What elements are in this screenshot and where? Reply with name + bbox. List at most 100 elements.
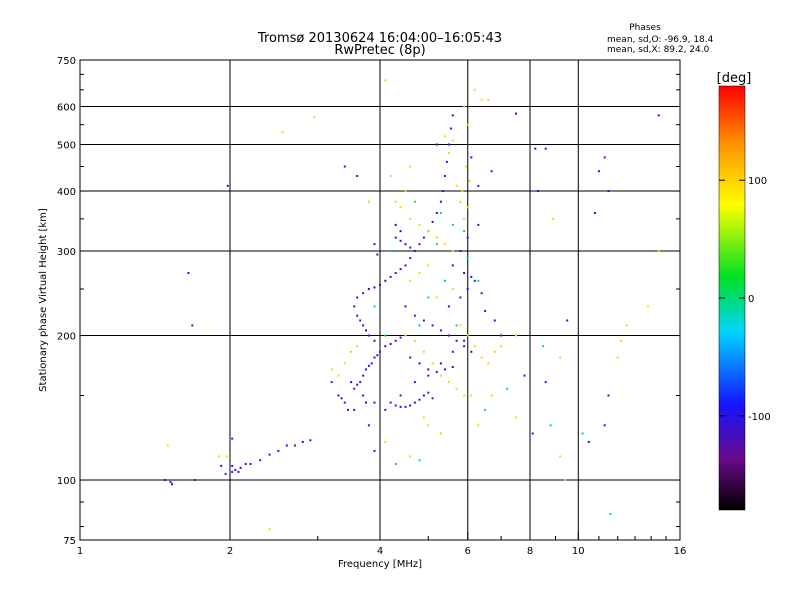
data-point (431, 324, 434, 327)
data-point (544, 147, 547, 150)
data-point (427, 264, 430, 267)
data-point (466, 288, 469, 290)
data-point (451, 250, 454, 252)
data-point (607, 394, 610, 397)
data-point (435, 143, 438, 146)
data-point (455, 387, 458, 390)
data-point (404, 305, 407, 308)
data-point (439, 212, 442, 214)
data-point (350, 350, 353, 353)
data-point (404, 190, 407, 192)
data-point (359, 381, 362, 384)
data-point (647, 305, 649, 308)
data-point (455, 324, 458, 327)
data-point (367, 200, 370, 203)
data-point (418, 243, 421, 246)
data-point (362, 394, 365, 397)
data-point (443, 175, 446, 177)
data-point (566, 319, 569, 322)
data-point (224, 472, 227, 475)
data-point (244, 463, 247, 465)
data-point (439, 362, 442, 365)
data-point (193, 479, 196, 481)
data-point (409, 356, 412, 359)
y-tick-label: 300 (57, 247, 76, 258)
data-point (544, 381, 547, 384)
data-point (451, 288, 454, 290)
data-point (447, 334, 450, 337)
data-point (353, 305, 356, 308)
data-point (549, 424, 552, 427)
data-point (389, 275, 392, 278)
data-point (451, 366, 454, 368)
data-point (431, 220, 434, 223)
data-point (470, 156, 473, 159)
data-point (477, 279, 480, 282)
data-point (463, 105, 466, 108)
data-point (409, 165, 412, 168)
data-point (427, 374, 430, 377)
data-point (389, 343, 392, 345)
data-point (609, 512, 612, 515)
data-point (473, 279, 476, 282)
data-point (281, 131, 284, 134)
data-point (625, 324, 628, 327)
data-point (439, 432, 442, 435)
data-point (399, 394, 402, 397)
data-point (484, 408, 487, 411)
data-point (277, 449, 280, 452)
x-tick-label: 10 (572, 546, 585, 557)
data-point (473, 345, 476, 348)
data-point (353, 408, 356, 411)
data-point (593, 212, 596, 214)
data-point (231, 464, 234, 467)
data-point (373, 449, 376, 452)
data-point (487, 98, 490, 101)
data-point (500, 334, 503, 337)
data-point (447, 143, 450, 146)
data-point (365, 368, 367, 371)
data-point (657, 114, 660, 117)
data-point (487, 362, 490, 365)
data-point (620, 339, 623, 342)
data-point (231, 470, 234, 473)
colorbar-tick-label: 100 (748, 176, 767, 187)
data-point (409, 246, 412, 249)
data-point (409, 404, 412, 407)
data-point (493, 350, 496, 353)
data-point (427, 424, 430, 427)
stats-line-o: mean, sd,O: -96.9, 18.4 (607, 35, 714, 45)
data-point (285, 444, 288, 447)
data-point (373, 305, 376, 308)
data-point (226, 184, 229, 187)
data-point (451, 114, 454, 117)
data-point (367, 334, 370, 337)
data-point (409, 279, 412, 282)
data-point (389, 175, 392, 177)
data-point (537, 190, 539, 192)
data-point (394, 272, 397, 274)
data-point (373, 243, 376, 246)
data-point (431, 397, 434, 400)
data-point (404, 334, 407, 337)
data-point (353, 387, 356, 390)
data-point (435, 212, 438, 214)
data-point (418, 362, 421, 365)
data-point (384, 279, 387, 282)
data-point (362, 292, 365, 295)
data-point (463, 272, 466, 274)
data-point (367, 364, 370, 367)
data-point (523, 374, 526, 377)
grid-lines (80, 60, 680, 540)
data-point (409, 455, 412, 458)
data-point (356, 383, 359, 386)
data-point (343, 165, 346, 168)
data-point (445, 160, 448, 163)
y-tick-label: 400 (57, 187, 76, 198)
data-point (466, 257, 469, 260)
data-point (461, 190, 464, 192)
data-point (259, 459, 262, 462)
data-point (404, 243, 407, 246)
data-point (370, 362, 373, 365)
data-point (301, 441, 304, 443)
